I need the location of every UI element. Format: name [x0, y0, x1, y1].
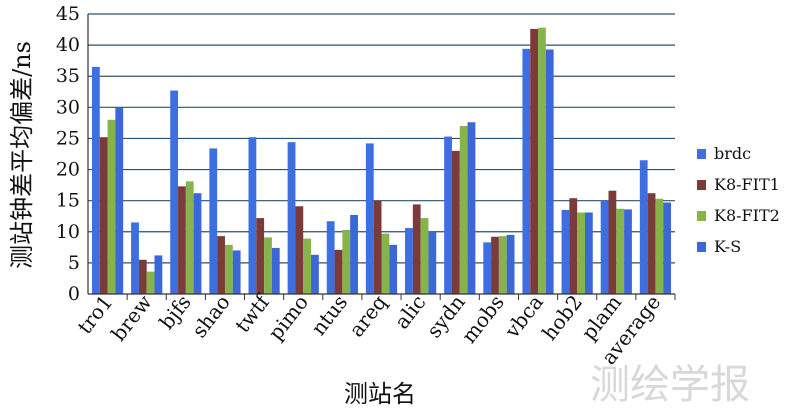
bar-brew-K8-FIT2: [146, 271, 155, 294]
bar-pimo-K8-FIT1: [295, 206, 304, 294]
bar-twtf-K-S: [271, 247, 280, 294]
bar-twtf-K8-FIT2: [264, 237, 272, 294]
y-tick-label: 0: [68, 283, 80, 305]
bar-areq-brdc: [365, 143, 374, 294]
bar-shao-K-S: [232, 250, 241, 294]
y-axis-label: 测站钟差平均偏差/ns: [8, 41, 36, 269]
y-tick-label: 15: [56, 190, 80, 212]
y-tick-label: 30: [56, 96, 80, 118]
bar-mobs-brdc: [483, 242, 492, 294]
bar-hob2-brdc: [561, 210, 570, 294]
y-tick-label: 40: [56, 34, 80, 56]
bar-bjfs-K8-FIT2: [185, 181, 194, 294]
bars: [91, 27, 672, 295]
bar-mobs-K8-FIT2: [498, 236, 507, 294]
bar-alic-K-S: [428, 231, 437, 294]
x-tick-label: pimo: [263, 290, 313, 344]
bar-shao-K8-FIT1: [217, 236, 225, 294]
watermark-text: 测绘学报: [590, 362, 750, 408]
bar-sydn-K-S: [467, 122, 476, 295]
x-axis-label: 测站名: [344, 380, 416, 408]
bar-pimo-K8-FIT2: [303, 238, 312, 294]
bar-bjfs-K-S: [193, 193, 202, 294]
bar-plam-brdc: [600, 200, 609, 294]
bar-tro1-K8-FIT1: [99, 137, 108, 294]
y-tick-labels: 0 5 10 15 20 25 30 35 40 45: [56, 3, 80, 305]
x-tick-label: hob2: [537, 290, 587, 345]
x-tick-label: areq: [344, 290, 391, 341]
legend-label: brdc: [714, 144, 751, 163]
bar-hob2-K-S: [584, 212, 593, 294]
legend-label: K8-FIT2: [714, 206, 780, 225]
legend-swatch: [697, 211, 706, 221]
bar-vbca-K-S: [545, 49, 554, 294]
bar-vbca-brdc: [522, 48, 531, 294]
bar-alic-K8-FIT2: [420, 218, 429, 294]
bar-ntus-K-S: [350, 214, 358, 294]
bar-brew-K-S: [154, 255, 163, 294]
bar-average-K8-FIT1: [647, 193, 656, 294]
bar-sydn-K8-FIT2: [459, 126, 468, 294]
bar-shao-brdc: [209, 148, 218, 294]
bar-plam-K8-FIT1: [608, 190, 617, 294]
bar-tro1-K-S: [115, 107, 124, 294]
bar-mobs-K-S: [506, 234, 515, 294]
y-tick-label: 20: [56, 159, 80, 181]
bar-shao-K8-FIT2: [224, 244, 233, 294]
bar-vbca-K8-FIT2: [538, 27, 546, 294]
legend-label: K-S: [714, 237, 741, 256]
legend-swatch: [697, 149, 706, 159]
bar-alic-K8-FIT1: [412, 204, 421, 294]
bar-sydn-brdc: [444, 136, 452, 294]
legend-label: K8-FIT1: [714, 175, 780, 194]
bar-average-K8-FIT2: [655, 198, 664, 294]
x-tick-label: ntus: [306, 290, 352, 339]
bar-bjfs-K8-FIT1: [178, 186, 186, 294]
bar-bjfs-brdc: [170, 90, 179, 295]
y-tick-label: 10: [56, 221, 80, 243]
y-tick-label: 35: [56, 65, 80, 87]
bar-brew-brdc: [131, 222, 139, 294]
x-tick-label: mobs: [457, 290, 509, 347]
bar-hob2-K8-FIT1: [569, 198, 578, 294]
bar-average-K-S: [663, 202, 672, 294]
bar-plam-K8-FIT2: [616, 208, 625, 294]
y-tick-label: 25: [56, 127, 80, 149]
bar-average-brdc: [639, 160, 648, 294]
bar-pimo-brdc: [287, 142, 296, 294]
bar-tro1-brdc: [91, 66, 100, 294]
x-tick-label: shao: [187, 290, 235, 342]
x-tick-labels: tro1brewbjfsshaotwtfpimontusareqalicsydn…: [73, 289, 666, 369]
bar-pimo-K-S: [311, 254, 319, 294]
bar-twtf-brdc: [248, 137, 257, 294]
bar-ntus-K8-FIT1: [334, 249, 343, 294]
bar-ntus-K8-FIT2: [342, 229, 351, 294]
bar-twtf-K8-FIT1: [256, 218, 265, 294]
legend-swatch: [697, 180, 706, 190]
axes: [87, 14, 676, 300]
bar-alic-brdc: [405, 228, 413, 294]
bar-ntus-brdc: [326, 221, 335, 294]
bar-sydn-K8-FIT1: [451, 150, 460, 294]
legend: brdc K8-FIT1 K8-FIT2 K-S: [697, 144, 780, 256]
bar-vbca-K8-FIT1: [530, 28, 539, 295]
bar-brew-K8-FIT1: [138, 259, 147, 294]
legend-swatch: [697, 242, 706, 252]
y-tick-label: 45: [56, 3, 80, 25]
bar-areq-K8-FIT2: [381, 233, 390, 294]
bar-mobs-K8-FIT1: [491, 236, 499, 294]
bar-tro1-K8-FIT2: [107, 119, 116, 295]
y-tick-label: 5: [68, 252, 80, 274]
bar-areq-K8-FIT1: [373, 200, 382, 294]
x-tick-label: brew: [106, 290, 157, 345]
bar-areq-K-S: [389, 244, 398, 294]
x-tick-label: vbca: [499, 290, 548, 343]
bar-hob2-K8-FIT2: [577, 212, 585, 294]
bar-plam-K-S: [624, 209, 632, 294]
